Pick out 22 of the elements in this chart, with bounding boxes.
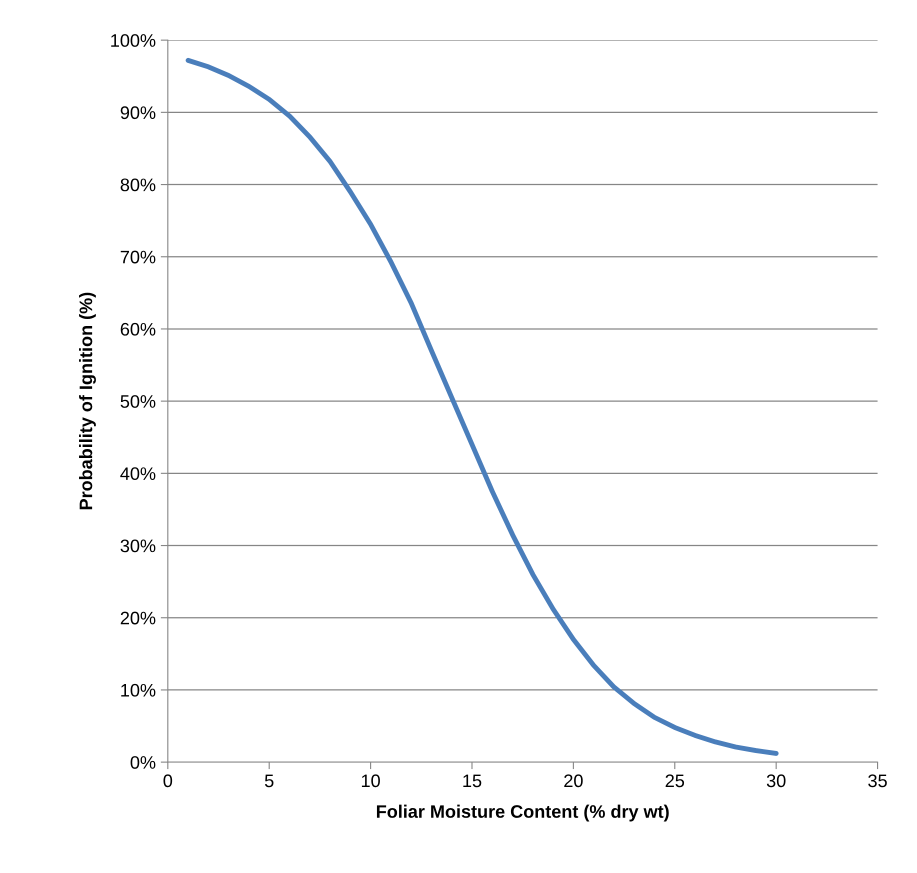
x-tick-label: 5 <box>264 774 274 788</box>
x-axis-title: Foliar Moisture Content (% dry wt) <box>376 804 669 822</box>
y-tick-label: 80% <box>120 178 156 192</box>
y-tick-label: 60% <box>120 322 156 336</box>
x-tick-label: 15 <box>463 774 482 788</box>
y-tick-label: 50% <box>120 395 156 408</box>
y-tick-label: 0% <box>130 756 156 769</box>
y-tick-label: 100% <box>111 34 156 47</box>
y-tick-label: 20% <box>120 612 156 624</box>
y-tick-label: 30% <box>120 539 156 552</box>
x-tick-label: 30 <box>766 774 786 788</box>
y-axis-title: Probability of Ignition (%) <box>79 292 96 510</box>
x-tick-label: 20 <box>564 774 583 788</box>
x-tick-label: 0 <box>163 774 172 788</box>
x-tick-label: 25 <box>666 774 684 788</box>
y-tick-label: 70% <box>120 250 156 264</box>
y-tick-label: 90% <box>120 106 156 120</box>
x-tick-label: 10 <box>362 774 380 788</box>
x-tick-label: 35 <box>868 774 887 788</box>
line-series <box>186 58 779 756</box>
y-tick-label: 40% <box>120 467 156 480</box>
y-tick-label: 10% <box>121 684 156 697</box>
